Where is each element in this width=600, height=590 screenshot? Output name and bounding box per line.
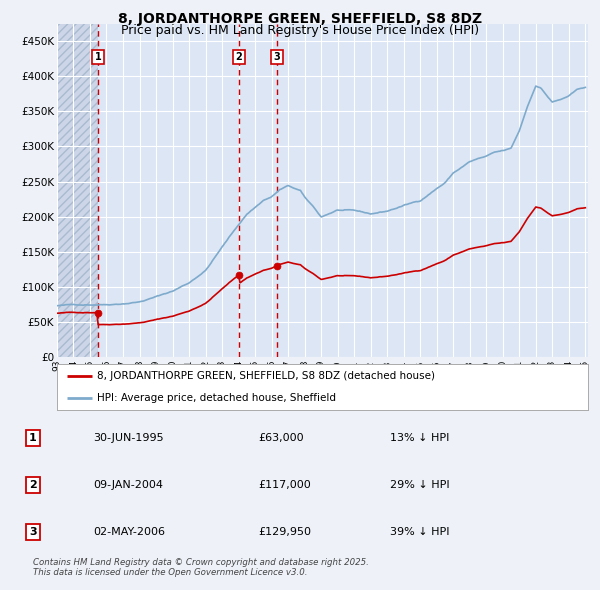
Text: £63,000: £63,000 bbox=[258, 433, 304, 442]
Text: 39% ↓ HPI: 39% ↓ HPI bbox=[390, 527, 449, 537]
Text: £129,950: £129,950 bbox=[258, 527, 311, 537]
Text: 1: 1 bbox=[95, 52, 101, 62]
Text: £117,000: £117,000 bbox=[258, 480, 311, 490]
Bar bbox=[57, 24, 98, 357]
Text: 2: 2 bbox=[236, 52, 242, 62]
Text: 29% ↓ HPI: 29% ↓ HPI bbox=[390, 480, 449, 490]
Text: Contains HM Land Registry data © Crown copyright and database right 2025.
This d: Contains HM Land Registry data © Crown c… bbox=[33, 558, 369, 577]
Text: 2: 2 bbox=[29, 480, 37, 490]
Text: 09-JAN-2004: 09-JAN-2004 bbox=[93, 480, 163, 490]
Text: 13% ↓ HPI: 13% ↓ HPI bbox=[390, 433, 449, 442]
Text: 8, JORDANTHORPE GREEN, SHEFFIELD, S8 8DZ (detached house): 8, JORDANTHORPE GREEN, SHEFFIELD, S8 8DZ… bbox=[97, 372, 435, 382]
Text: 30-JUN-1995: 30-JUN-1995 bbox=[93, 433, 164, 442]
Text: 3: 3 bbox=[29, 527, 37, 537]
Text: 8, JORDANTHORPE GREEN, SHEFFIELD, S8 8DZ: 8, JORDANTHORPE GREEN, SHEFFIELD, S8 8DZ bbox=[118, 12, 482, 26]
Text: 02-MAY-2006: 02-MAY-2006 bbox=[93, 527, 165, 537]
Text: 1: 1 bbox=[29, 433, 37, 442]
Text: Price paid vs. HM Land Registry's House Price Index (HPI): Price paid vs. HM Land Registry's House … bbox=[121, 24, 479, 37]
Text: 3: 3 bbox=[274, 52, 280, 62]
Text: HPI: Average price, detached house, Sheffield: HPI: Average price, detached house, Shef… bbox=[97, 392, 336, 402]
